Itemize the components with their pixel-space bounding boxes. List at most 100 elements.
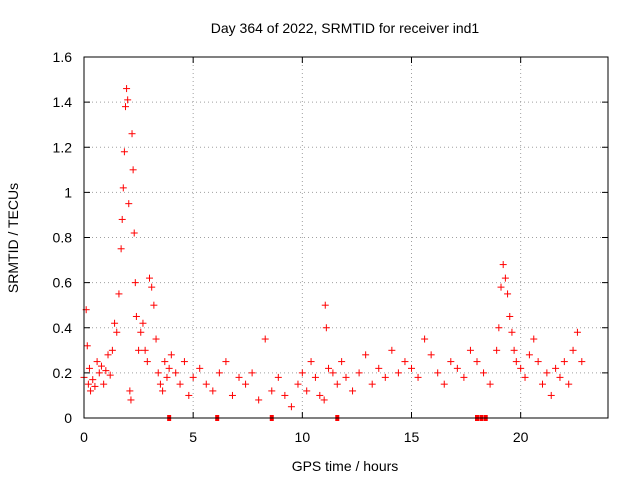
data-point	[152, 335, 160, 343]
data-point	[274, 373, 282, 381]
data-point	[355, 369, 363, 377]
data-point	[560, 358, 568, 366]
data-point	[486, 380, 494, 388]
data-point	[85, 364, 93, 372]
data-point	[123, 85, 131, 93]
y-axis-label: SRMTID / TECUs	[5, 183, 21, 293]
data-point	[287, 403, 295, 411]
axis-ticks: 0 0.2 0.4 0.6 0.8 1 1.2 1.4 1.6 0 5 10 15 20	[53, 49, 608, 445]
data-point	[87, 387, 95, 395]
data-point	[102, 367, 110, 375]
data-point	[414, 373, 422, 381]
data-point	[421, 335, 429, 343]
data-point	[100, 380, 108, 388]
data-point	[322, 324, 330, 332]
y-tick-label: 0.8	[53, 230, 73, 246]
data-point	[497, 283, 505, 291]
y-tick-label: 0.2	[53, 365, 73, 381]
data-point	[124, 96, 132, 104]
data-point	[89, 376, 97, 384]
data-point	[316, 391, 324, 399]
chart-title: Day 364 of 2022, SRMTID for receiver ind…	[211, 20, 480, 36]
data-point	[95, 369, 103, 377]
data-point	[499, 261, 507, 269]
data-point	[104, 351, 112, 359]
data-point	[150, 301, 158, 309]
data-point	[381, 373, 389, 381]
data-point	[375, 364, 383, 372]
data-point	[172, 369, 180, 377]
data-point	[453, 364, 461, 372]
data-point	[176, 380, 184, 388]
data-point	[125, 200, 133, 208]
data-point	[118, 215, 126, 223]
data-point	[165, 364, 173, 372]
data-point	[131, 279, 139, 287]
x-tick-label: 20	[513, 429, 529, 445]
data-point	[388, 346, 396, 354]
data-point	[510, 346, 518, 354]
x-tick-label: 5	[189, 429, 197, 445]
data-point	[154, 369, 162, 377]
data-point	[215, 369, 223, 377]
y-tick-label: 0.4	[53, 320, 73, 336]
y-tick-label: 1.2	[53, 139, 73, 155]
data-point	[146, 274, 153, 282]
data-point	[333, 380, 341, 388]
data-point	[120, 148, 128, 156]
data-point	[321, 301, 329, 309]
data-point	[143, 358, 151, 366]
data-point	[189, 373, 197, 381]
data-point	[447, 358, 455, 366]
data-point	[501, 274, 509, 282]
data-point	[427, 351, 435, 359]
data-point	[338, 358, 346, 366]
data-point	[163, 373, 171, 381]
data-point	[539, 380, 546, 388]
y-tick-label: 1.6	[53, 49, 73, 65]
data-point	[111, 319, 119, 327]
data-point	[460, 373, 468, 381]
data-point	[93, 358, 101, 366]
y-tick-label: 1	[64, 184, 72, 200]
plot-frame	[83, 56, 609, 419]
data-point	[129, 166, 137, 174]
data-point	[141, 346, 149, 354]
data-point	[159, 387, 167, 395]
data-point	[117, 245, 125, 253]
data-point	[368, 380, 376, 388]
data-point	[97, 362, 105, 370]
data-point	[156, 380, 164, 388]
data-point	[106, 371, 114, 379]
y-tick-label: 1.4	[53, 94, 73, 110]
data-point	[222, 358, 230, 366]
data-point	[119, 184, 127, 192]
data-point	[521, 373, 529, 381]
data-point	[248, 369, 256, 377]
data-point	[196, 364, 204, 372]
data-point	[148, 283, 156, 291]
data-point	[83, 342, 91, 350]
data-point	[349, 387, 357, 395]
data-point	[504, 290, 512, 298]
data-point	[466, 346, 474, 354]
data-point	[543, 369, 551, 377]
data-point	[508, 328, 516, 336]
data-point	[517, 364, 525, 372]
data-point	[268, 387, 276, 395]
data-point	[525, 351, 533, 359]
data-point	[139, 319, 147, 327]
data-point	[325, 364, 333, 372]
data-point	[161, 358, 169, 366]
data-point	[556, 373, 564, 381]
data-point	[180, 358, 188, 366]
data-point	[434, 369, 442, 377]
data-point	[135, 346, 143, 354]
data-point	[506, 312, 514, 320]
data-point	[113, 328, 121, 336]
data-point	[91, 382, 99, 390]
data-point	[235, 373, 243, 381]
data-point	[307, 358, 315, 366]
data-point	[255, 396, 263, 404]
